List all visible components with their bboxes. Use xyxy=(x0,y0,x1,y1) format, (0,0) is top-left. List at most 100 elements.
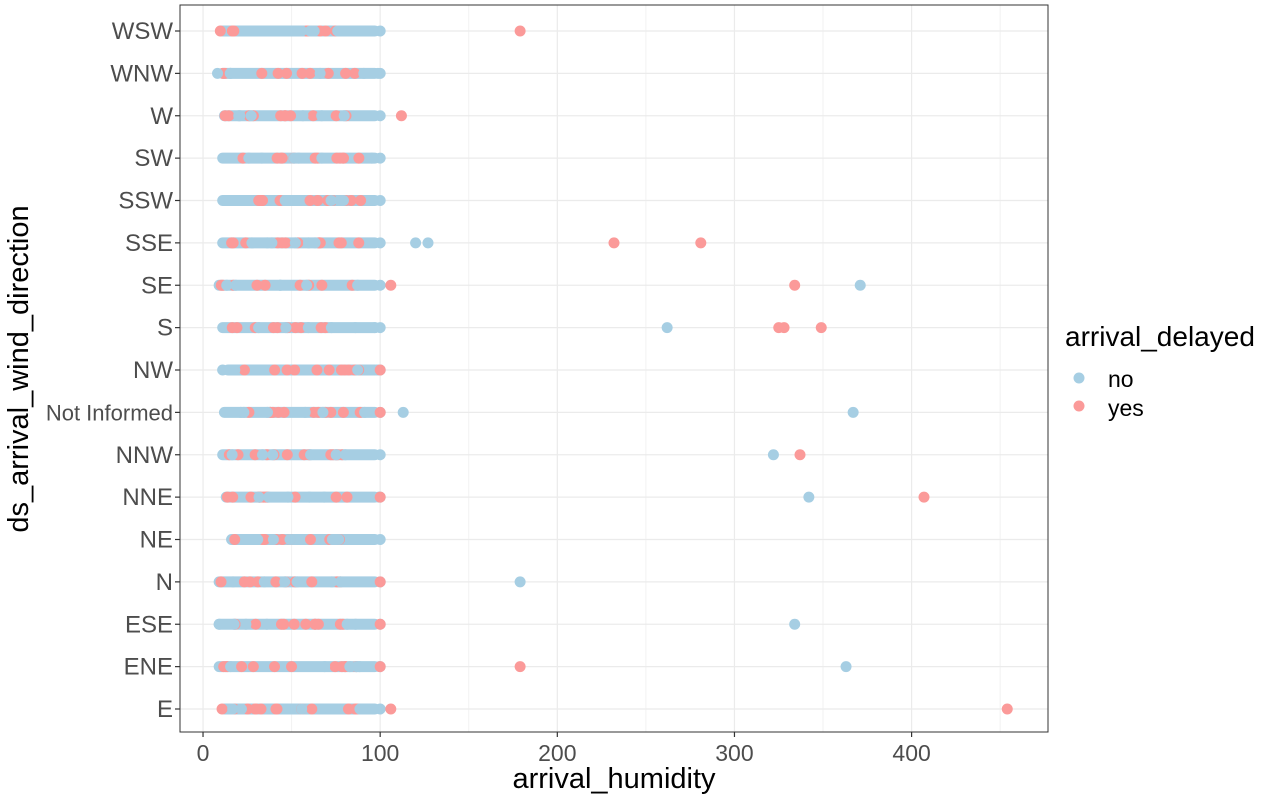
y-tick-label: NW xyxy=(133,357,173,384)
point-yes xyxy=(334,152,346,164)
legend-label-no: no xyxy=(1108,366,1134,392)
point-no xyxy=(257,449,269,461)
point-yes xyxy=(789,279,801,291)
point-no xyxy=(335,576,347,588)
point-yes xyxy=(306,703,318,715)
point-yes xyxy=(281,67,293,79)
point-yes xyxy=(374,406,386,418)
point-no xyxy=(261,618,273,630)
point-no xyxy=(256,152,268,164)
point-yes xyxy=(289,364,301,376)
point-no xyxy=(374,67,386,79)
point-no xyxy=(366,152,378,164)
point-yes xyxy=(304,534,316,545)
point-no xyxy=(847,406,859,418)
y-tick-label: E xyxy=(157,696,173,723)
point-yes xyxy=(250,618,262,630)
point-no xyxy=(374,322,386,334)
point-yes xyxy=(395,110,407,122)
x-axis: 0 100 200 300 400 xyxy=(197,732,931,766)
point-yes xyxy=(374,618,386,630)
point-yes xyxy=(695,237,707,249)
point-no xyxy=(302,322,314,334)
point-yes xyxy=(307,110,319,122)
point-no xyxy=(291,576,303,588)
point-no xyxy=(358,67,370,79)
point-yes xyxy=(918,491,930,503)
point-no xyxy=(374,195,386,206)
x-axis-title: arrival_humidity xyxy=(512,763,716,795)
point-no xyxy=(305,449,317,461)
y-tick-label: SSE xyxy=(125,230,173,257)
point-no xyxy=(319,661,331,673)
point-no xyxy=(308,25,320,37)
point-no xyxy=(235,703,247,715)
point-no xyxy=(354,703,366,715)
point-no xyxy=(840,661,852,673)
point-yes xyxy=(244,576,256,588)
point-yes xyxy=(320,25,332,37)
point-yes xyxy=(336,661,348,673)
point-no xyxy=(767,449,779,461)
point-yes xyxy=(341,491,353,503)
point-no xyxy=(352,279,364,291)
point-yes xyxy=(221,491,233,503)
point-no xyxy=(253,322,265,334)
point-no xyxy=(325,322,337,334)
point-yes xyxy=(215,576,227,588)
y-axis-title: ds_arrival_wind_direction xyxy=(3,205,35,532)
point-no xyxy=(316,152,328,164)
point-no xyxy=(229,364,241,376)
point-yes xyxy=(288,618,300,630)
point-strips xyxy=(212,25,385,715)
point-no xyxy=(267,449,279,461)
point-no xyxy=(245,110,257,122)
point-no xyxy=(333,534,345,545)
point-no xyxy=(309,237,321,249)
point-yes xyxy=(289,322,301,334)
point-yes xyxy=(256,67,268,79)
point-yes xyxy=(514,661,526,673)
point-no xyxy=(299,406,311,418)
point-no xyxy=(267,534,279,545)
y-tick-label: WSW xyxy=(112,18,174,45)
point-no xyxy=(374,152,386,164)
point-no xyxy=(284,534,296,545)
y-tick-label: SE xyxy=(141,272,173,299)
point-no xyxy=(422,237,434,249)
point-no xyxy=(230,279,242,291)
point-no xyxy=(301,279,313,291)
point-yes xyxy=(259,279,271,291)
point-no xyxy=(212,67,224,79)
y-tick-label: Not Informed xyxy=(46,400,173,425)
point-no xyxy=(374,279,386,291)
point-yes xyxy=(249,703,261,715)
point-yes xyxy=(300,618,312,630)
point-no xyxy=(374,534,386,545)
y-tick-label: NNE xyxy=(122,484,173,511)
point-no xyxy=(283,703,295,715)
point-no xyxy=(514,576,526,588)
y-tick-label: N xyxy=(156,569,173,596)
point-no xyxy=(330,449,342,461)
point-no xyxy=(314,67,326,79)
point-yes xyxy=(353,237,365,249)
point-no xyxy=(410,237,422,249)
point-yes xyxy=(219,110,231,122)
point-yes xyxy=(269,364,281,376)
y-tick-label: W xyxy=(150,103,173,130)
y-tick-label: SSW xyxy=(118,188,173,215)
data-points xyxy=(374,25,1013,715)
point-yes xyxy=(385,703,397,715)
point-yes xyxy=(374,364,386,376)
point-yes xyxy=(353,152,365,164)
point-yes xyxy=(229,534,241,545)
point-no xyxy=(288,152,300,164)
grid-minor xyxy=(291,5,1001,732)
point-no xyxy=(323,703,335,715)
point-yes xyxy=(342,703,354,715)
plot-panel-border xyxy=(179,4,1049,733)
point-no xyxy=(316,110,328,122)
legend-title: arrival_delayed xyxy=(1065,321,1255,352)
legend-label-yes: yes xyxy=(1108,395,1144,421)
